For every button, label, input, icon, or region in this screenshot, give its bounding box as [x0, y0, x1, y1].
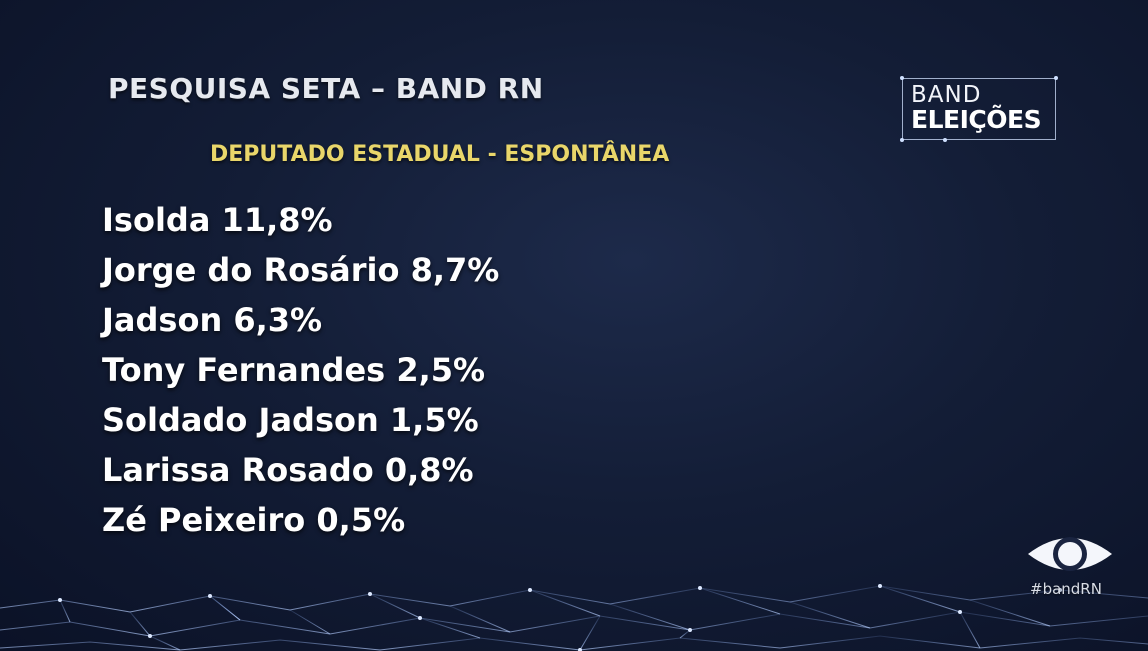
logo-corner-dot: [900, 76, 904, 80]
result-item: Zé Peixeiro 0,5%: [102, 501, 406, 539]
band-eye-logo-icon: [1028, 537, 1112, 571]
logo-corner-dot: [943, 138, 947, 142]
logo-corner-dot: [1054, 76, 1058, 80]
result-item: Jadson 6,3%: [102, 301, 323, 339]
result-item: Tony Fernandes 2,5%: [102, 351, 486, 389]
poll-title: PESQUISA SETA – BAND RN: [108, 72, 544, 105]
channel-hashtag: #bandRN: [1030, 580, 1102, 598]
result-item: Soldado Jadson 1,5%: [102, 401, 479, 439]
poll-logo: BAND ELEIÇÕES: [900, 76, 1058, 142]
network-decoration: [0, 584, 1148, 651]
logo-corner-dot: [900, 138, 904, 142]
results-list: Isolda 11,8% Jorge do Rosário 8,7% Jadso…: [102, 198, 499, 548]
poll-subtitle: DEPUTADO ESTADUAL - ESPONTÂNEA: [210, 142, 670, 167]
logo-line-eleicoes: ELEIÇÕES: [911, 105, 1042, 134]
result-item: Jorge do Rosário 8,7%: [102, 251, 500, 289]
logo-line-band: BAND: [911, 82, 982, 108]
result-item: Larissa Rosado 0,8%: [102, 451, 474, 489]
result-item: Isolda 11,8%: [102, 201, 333, 239]
